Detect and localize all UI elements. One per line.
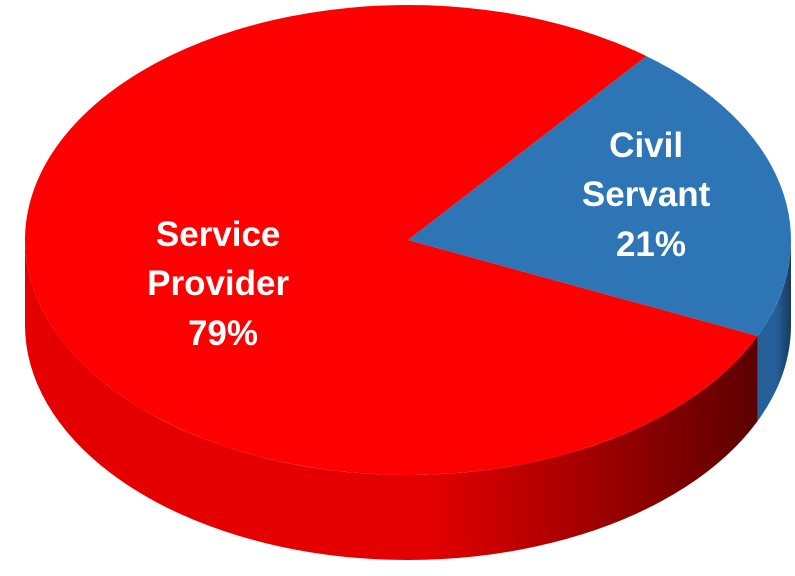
slice-side-civil-servant xyxy=(757,240,791,421)
slice-value-civil-servant: 21% xyxy=(616,225,686,264)
slice-tops xyxy=(24,4,791,475)
slice-side-service-provider xyxy=(25,240,758,560)
slice-label-civil-servant: Civil Servant 21% xyxy=(582,126,720,264)
slice-label-service-provider-line-1: Service xyxy=(156,215,281,254)
slice-label-service-provider: Service Provider 79% xyxy=(147,215,299,353)
slice-label-civil-servant-line-1: Civil xyxy=(609,126,683,165)
slice-civil-servant xyxy=(408,56,791,336)
slice-label-civil-servant-line-2: Servant xyxy=(582,175,711,214)
slice-sides xyxy=(25,240,791,560)
slice-label-service-provider-line-2: Provider xyxy=(147,264,289,303)
slice-value-service-provider: 79% xyxy=(188,314,258,353)
slice-service-provider xyxy=(24,4,758,475)
